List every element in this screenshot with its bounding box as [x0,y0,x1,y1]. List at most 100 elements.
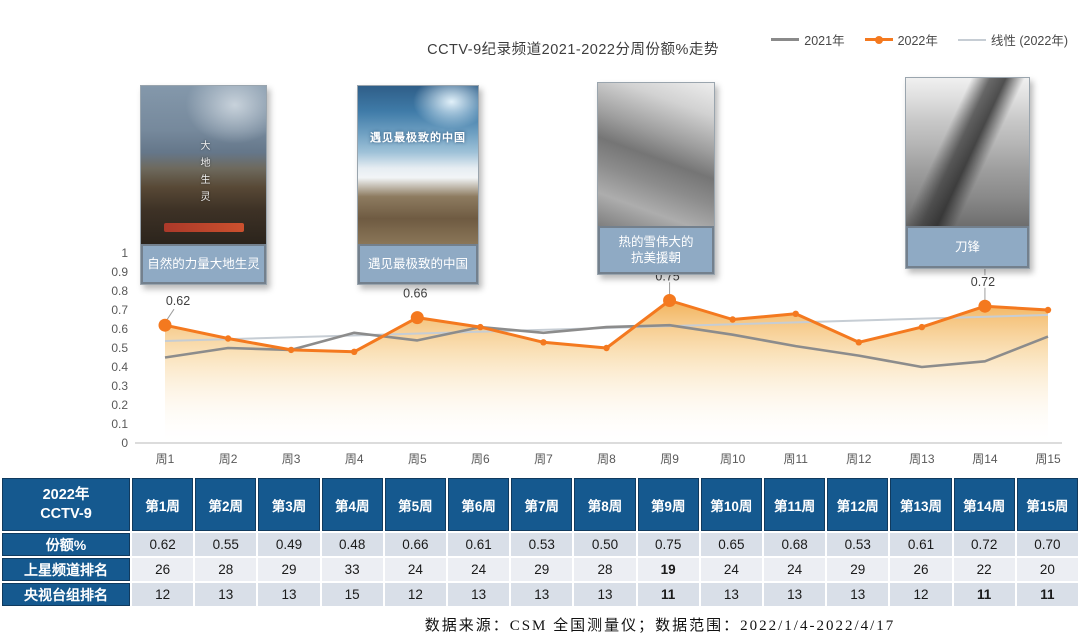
x-tick-label: 周8 [597,452,616,466]
value-cell: 0.62 [132,533,194,556]
value-cell: 0.70 [1016,533,1078,556]
y-tick-label: 0.3 [111,379,128,393]
value-cell: 0.48 [321,533,383,556]
value-cell: 0.65 [700,533,762,556]
share-trend-chart: 0.620.660.75 0.7210.90.80.70.60.50.40.30.… [111,246,1062,466]
poster-korean-war-doc: 热的雪伟大的 抗美援朝 [597,82,715,275]
data-point-marker [729,316,736,323]
legend-label-2022: 2022年 [897,34,938,48]
poster-ultimate-china: 遇见最极致的中国 遇见最极致的中国 [357,85,479,285]
value-cell: 0.68 [764,533,826,556]
x-tick-label: 周14 [972,452,998,466]
table-corner-cell: 2022年 CCTV-9 [2,478,130,531]
poster-art-text: 遇见最极致的中国 [370,131,466,144]
poster-caption: 刀锋 [906,226,1029,268]
legend-label-2021: 2021年 [804,34,845,48]
value-cell: 24 [700,558,762,581]
week-header-cell: 第13周 [890,478,952,531]
week-header-cell: 第1周 [132,478,194,531]
value-cell: 0.50 [574,533,636,556]
data-point-marker [792,310,799,317]
data-point-marker [540,339,547,346]
value-cell: 0.72 [953,533,1015,556]
value-cell: 0.49 [258,533,320,556]
x-tick-label: 周13 [909,452,935,466]
data-point-marker [477,323,484,331]
row-label-cell: 上星频道排名 [2,558,130,581]
poster-blade-image [906,78,1029,226]
y-tick-label: 0.5 [111,341,128,355]
data-source-note: 数据来源：CSM 全国测量仪；数据范围：2022/1/4-2022/4/17 [424,618,896,634]
value-cell: 11 [637,583,699,606]
value-cell: 33 [321,558,383,581]
weekly-share-table: 2022年 CCTV-9 第1周 第2周 第3周 第4周 第5周 第6周 第7周 第8周 第9周第… [2,478,1078,606]
y-tick-label: 1 [121,246,128,260]
value-cell: 13 [827,583,889,606]
data-point-marker [1044,306,1052,314]
week-header-cell: 第4周 [321,478,383,531]
x-tick-label: 周4 [345,452,364,466]
value-cell: 0.75 [637,533,699,556]
value-cell: 19 [637,558,699,581]
value-cell: 0.53 [827,533,889,556]
y-tick-label: 0 [121,436,128,450]
poster-logo-bar [163,223,244,232]
value-cell: 0.61 [448,533,510,556]
week-header-cell: 第5周 [384,478,446,531]
poster-caption: 遇见最极致的中国 [358,244,478,284]
value-cell: 24 [448,558,510,581]
y-tick-label: 0.4 [111,360,128,374]
value-cell: 24 [384,558,446,581]
x-tick-label: 周10 [720,452,746,466]
week-header-cell: 第14周 [953,478,1015,531]
poster-caption: 热的雪伟大的 抗美援朝 [598,226,714,274]
y-tick-label: 0.1 [111,417,128,431]
x-tick-label: 周5 [408,452,427,466]
value-cell: 12 [890,583,952,606]
value-cell: 20 [1016,558,1078,581]
chart-legend: 2021年 2022年 线性 (2022年) [771,30,1068,49]
legend-line-marker-swatch-2022 [864,38,893,41]
value-cell: 24 [764,558,826,581]
row-label-cell: 份额% [2,533,130,556]
value-cell: 12 [384,583,446,606]
y-tick-label: 0.6 [111,322,128,336]
y-tick-label: 0.7 [111,303,128,317]
week-header-cell: 第3周 [258,478,320,531]
legend-line-swatch-2021 [771,38,800,41]
value-cell: 13 [700,583,762,606]
value-cell: 13 [195,583,257,606]
poster-blade: 刀锋 [905,77,1030,269]
data-point-marker [224,335,232,342]
week-header-cell: 第6周 [448,478,510,531]
value-cell: 13 [764,583,826,606]
week-header-cell: 第2周 [195,478,257,531]
legend-item-2021: 2021年 [771,30,845,49]
y-tick-label: 0.2 [111,398,128,412]
value-cell: 13 [258,583,320,606]
value-cell: 29 [258,558,320,581]
value-cell: 26 [132,558,194,581]
week-header-cell: 第11周 [764,478,826,531]
legend-item-trend: 线性 (2022年) [957,30,1068,49]
value-cell: 0.53 [511,533,573,556]
x-tick-label: 周6 [471,452,490,466]
value-cell: 13 [574,583,636,606]
y-tick-label: 0.9 [111,265,128,279]
legend-item-2022: 2022年 [864,30,938,49]
x-tick-label: 周9 [660,452,679,466]
x-tick-label: 周2 [219,452,238,466]
data-point-marker [603,344,610,352]
poster-art-text-vertical: 大地生灵 [198,139,209,208]
data-point-marker [855,339,862,346]
week-header-cell: 第8周 [574,478,636,531]
value-cell: 29 [511,558,573,581]
series-2022-area [165,300,1048,443]
value-cell: 13 [511,583,573,606]
poster-ultimate-china-image: 遇见最极致的中国 [358,86,478,244]
value-cell: 0.55 [195,533,257,556]
value-cell: 29 [827,558,889,581]
x-tick-label: 周12 [846,452,872,466]
data-point-marker [158,318,172,332]
